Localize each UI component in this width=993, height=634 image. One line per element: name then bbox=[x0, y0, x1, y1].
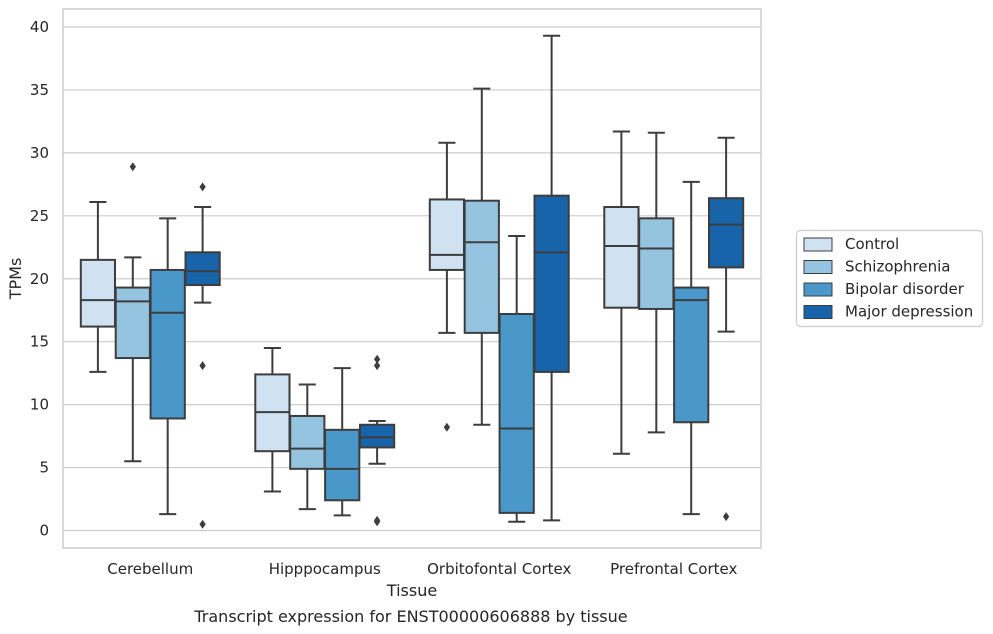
box-iqr bbox=[498, 312, 535, 514]
x-tick-label: Prefrontal Cortex bbox=[610, 560, 737, 578]
outlier-point bbox=[443, 422, 451, 432]
box-2-0 bbox=[428, 141, 466, 432]
y-axis-ticks: 0 5 10 15 20 25 30 35 40 bbox=[30, 18, 49, 540]
box-iqr bbox=[324, 428, 361, 502]
box-iqr bbox=[149, 268, 186, 420]
y-tick-label: 15 bbox=[30, 333, 49, 351]
box-3-1 bbox=[638, 131, 675, 434]
outlier-point bbox=[129, 162, 136, 172]
box-1-2 bbox=[324, 367, 361, 517]
box-iqr bbox=[358, 423, 396, 449]
box-3-0 bbox=[603, 130, 640, 455]
box-0-3 bbox=[184, 182, 221, 529]
legend-swatch bbox=[803, 282, 833, 297]
box-iqr bbox=[184, 251, 221, 287]
box-1-1 bbox=[289, 383, 326, 511]
legend: Control Schizophrenia Bipolar disorder Majo… bbox=[795, 229, 984, 328]
outlier-point bbox=[199, 361, 206, 371]
y-tick-label: 0 bbox=[39, 522, 49, 540]
legend-swatch bbox=[803, 237, 833, 252]
y-tick-label: 5 bbox=[39, 459, 49, 477]
legend-label: Schizophrenia bbox=[845, 258, 950, 276]
box-1-0 bbox=[254, 346, 291, 493]
box-iqr bbox=[114, 286, 151, 360]
outlier-point bbox=[199, 519, 206, 529]
box-iqr bbox=[707, 197, 745, 269]
box-iqr bbox=[289, 414, 326, 470]
legend-label: Bipolar disorder bbox=[845, 280, 965, 298]
y-tick-label: 40 bbox=[30, 18, 49, 36]
box-iqr bbox=[428, 198, 466, 271]
y-tick-label: 35 bbox=[30, 81, 49, 99]
outlier-point bbox=[722, 512, 730, 522]
legend-label: Control bbox=[845, 235, 899, 253]
box-3-3 bbox=[707, 136, 745, 522]
box-iqr bbox=[603, 206, 640, 309]
outlier-point bbox=[373, 361, 381, 371]
box-iqr bbox=[533, 194, 570, 373]
box-3-2 bbox=[673, 180, 710, 516]
y-tick-label: 10 bbox=[30, 396, 49, 414]
box-2-1 bbox=[463, 87, 500, 426]
box-iqr bbox=[463, 199, 500, 334]
x-axis-label: Tissue bbox=[386, 581, 437, 600]
x-tick-label: Cerebellum bbox=[107, 560, 193, 578]
x-axis-ticks: Cerebellum Hipppocampus Orbitofontal Corte… bbox=[107, 560, 737, 578]
box-iqr bbox=[79, 258, 117, 328]
box-0-0 bbox=[79, 200, 117, 373]
box-2-2 bbox=[498, 234, 535, 523]
y-tick-label: 30 bbox=[30, 144, 49, 162]
box-iqr bbox=[673, 286, 710, 424]
x-tick-label: Hipppocampus bbox=[269, 560, 381, 578]
legend-swatch bbox=[803, 260, 833, 274]
box-1-3 bbox=[358, 354, 396, 527]
box-iqr bbox=[638, 217, 675, 310]
outlier-point bbox=[373, 517, 381, 527]
outlier-point bbox=[373, 354, 381, 364]
y-axis-label: TPMs bbox=[6, 258, 25, 301]
x-tick-label: Orbitofontal Cortex bbox=[427, 560, 571, 578]
legend-swatch bbox=[803, 305, 833, 319]
box-series bbox=[79, 34, 745, 529]
outlier-point bbox=[199, 182, 206, 192]
y-tick-label: 20 bbox=[30, 270, 49, 288]
plot-area-frame bbox=[62, 8, 762, 549]
legend-frame bbox=[795, 229, 984, 328]
box-2-3 bbox=[533, 34, 570, 522]
legend-label: Major depression bbox=[845, 303, 973, 321]
box-0-1 bbox=[114, 162, 151, 463]
y-tick-label: 25 bbox=[30, 207, 49, 225]
chart-caption: Transcript expression for ENST0000060688… bbox=[193, 607, 627, 626]
box-0-2 bbox=[149, 217, 186, 516]
